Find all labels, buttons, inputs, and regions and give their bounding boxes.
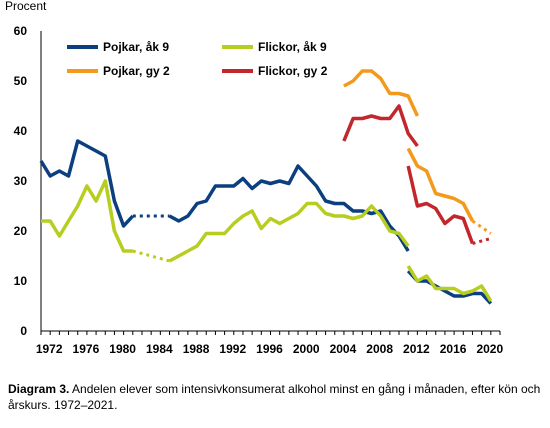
caption-text: Andelen elever som intensivkonsumerat al… (8, 382, 541, 412)
series-segment (168, 201, 410, 263)
legend-label: Flickor, gy 2 (258, 64, 328, 78)
y-tick-label: 10 (14, 274, 28, 288)
caption-title: Diagram 3. (8, 382, 70, 396)
series-line (343, 69, 492, 235)
series-line (41, 179, 493, 302)
x-tick-label: 2000 (293, 342, 320, 356)
series-segment (406, 147, 475, 222)
x-tick-label: 2012 (403, 342, 430, 356)
series-segment (342, 104, 419, 148)
x-tick-label: 1988 (183, 342, 210, 356)
x-tick-label: 2016 (440, 342, 467, 356)
y-tick-label: 50 (14, 74, 28, 88)
legend: Pojkar, åk 9 Flickor, åk 9 Pojkar, gy 2 Fli… (67, 40, 328, 78)
y-tick-label: 30 (14, 174, 28, 188)
series-segment (41, 179, 133, 253)
series-segment (406, 265, 493, 302)
series-line (342, 104, 492, 245)
series-line (39, 139, 493, 305)
x-tick-label: 1984 (146, 342, 173, 356)
y-tick-label: 0 (20, 324, 27, 338)
x-tick-label: 2004 (330, 342, 357, 356)
y-tick-label: 60 (14, 24, 28, 38)
x-tick-label: 1980 (109, 342, 136, 356)
legend-label: Pojkar, åk 9 (103, 40, 169, 54)
series-segment (406, 165, 475, 245)
legend-label: Flickor, åk 9 (258, 40, 327, 54)
series-segment (472, 237, 492, 245)
x-tick-label: 2008 (366, 342, 393, 356)
y-tick-label: 40 (14, 124, 28, 138)
series-segment (343, 69, 419, 117)
x-tick-label: 1996 (256, 342, 283, 356)
series-segment (39, 139, 135, 228)
legend-label: Pojkar, gy 2 (103, 64, 170, 78)
x-tick-label: 1972 (36, 342, 63, 356)
series-segment (132, 249, 170, 263)
x-tick-label: 2020 (476, 342, 503, 356)
plot-area (39, 69, 493, 305)
series-segment (168, 164, 410, 252)
x-tick-label: 1992 (219, 342, 246, 356)
y-axis-unit-label: Procent (5, 0, 47, 13)
x-tick-label: 1976 (73, 342, 100, 356)
x-axis: 1972 1976 1980 1984 1988 1992 1996 2000 2004 2008… (36, 330, 503, 356)
figure-caption: Diagram 3. Andelen elever som intensivko… (8, 381, 543, 413)
y-axis: 0 10 20 30 40 50 60 (14, 24, 42, 338)
y-tick-label: 20 (14, 224, 28, 238)
series-segment (406, 269, 493, 305)
series-segment (471, 219, 492, 235)
